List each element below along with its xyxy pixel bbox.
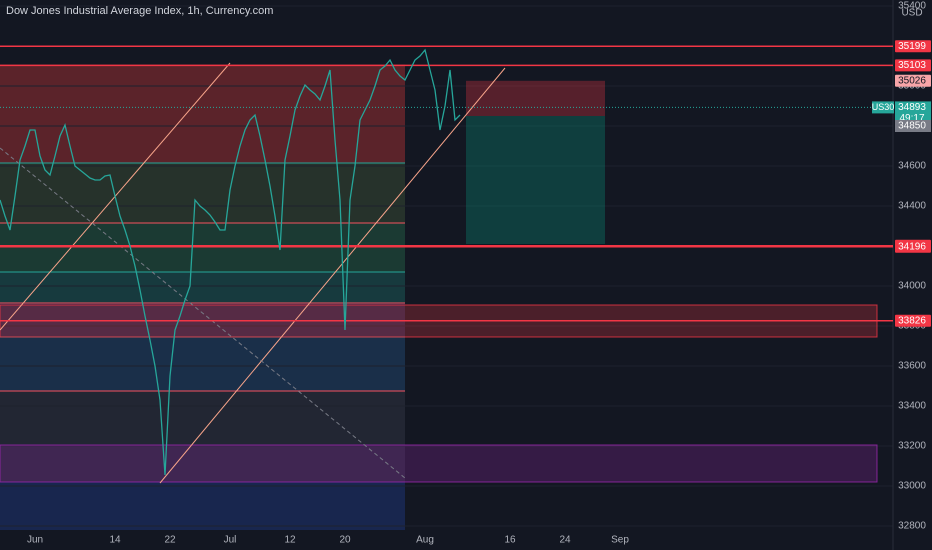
x-tick-label: Aug xyxy=(416,535,434,546)
fib-band xyxy=(0,163,405,223)
y-tick-label: 33400 xyxy=(898,401,926,412)
y-tick-label: 33000 xyxy=(898,481,926,492)
level-tag: 35199 xyxy=(898,41,926,52)
bid-tag-bg xyxy=(895,120,931,132)
fib-band xyxy=(0,337,405,391)
level-tag: 33826 xyxy=(898,315,926,326)
x-tick-label: 14 xyxy=(109,535,121,546)
currency: USD xyxy=(901,8,922,19)
price-tag: 34893 xyxy=(898,102,926,113)
fib-band xyxy=(0,303,405,337)
trend-line xyxy=(0,147,406,479)
y-tick-label: 35400 xyxy=(898,1,926,12)
x-tick-label: 20 xyxy=(339,535,351,546)
stop-tag-bg xyxy=(895,74,931,87)
x-tick-label: Jun xyxy=(27,535,43,546)
level-tag-bg xyxy=(895,59,931,72)
x-tick-label: 16 xyxy=(504,535,516,546)
symbol-tag-bg xyxy=(872,101,894,114)
y-tick-label: 33600 xyxy=(898,361,926,372)
fib-band xyxy=(0,272,405,303)
y-tick-label: 34600 xyxy=(898,161,926,172)
x-tick-label: 22 xyxy=(164,535,176,546)
zone xyxy=(0,444,878,483)
y-tick-label: 32800 xyxy=(898,521,926,532)
bid-tag: 34850 xyxy=(898,121,926,132)
level-tag: 35103 xyxy=(898,60,926,71)
price-line xyxy=(0,48,461,476)
trend-line xyxy=(159,67,506,484)
chart-title: Dow Jones Industrial Average Index, 1h, … xyxy=(6,5,273,17)
level-tag-bg xyxy=(895,40,931,53)
y-tick-label: 33200 xyxy=(898,441,926,452)
x-tick-label: Sep xyxy=(611,535,629,546)
stop-zone xyxy=(466,80,605,116)
y-tick-label: 34400 xyxy=(898,201,926,212)
x-tick-label: 24 xyxy=(559,535,571,546)
stop-tag: 35026 xyxy=(898,75,926,86)
target-zone xyxy=(466,116,605,244)
y-tick-label: 34000 xyxy=(898,281,926,292)
x-tick-label: 12 xyxy=(284,535,296,546)
x-tick-label: Jul xyxy=(224,535,237,546)
countdown: 49:17 xyxy=(899,113,924,124)
level-tag-bg xyxy=(895,314,931,327)
fib-band xyxy=(0,65,405,163)
level-tag-bg xyxy=(895,240,931,253)
level-tag: 34196 xyxy=(898,241,926,252)
fib-band xyxy=(0,482,405,530)
symbol-tag: US30 xyxy=(872,102,895,112)
